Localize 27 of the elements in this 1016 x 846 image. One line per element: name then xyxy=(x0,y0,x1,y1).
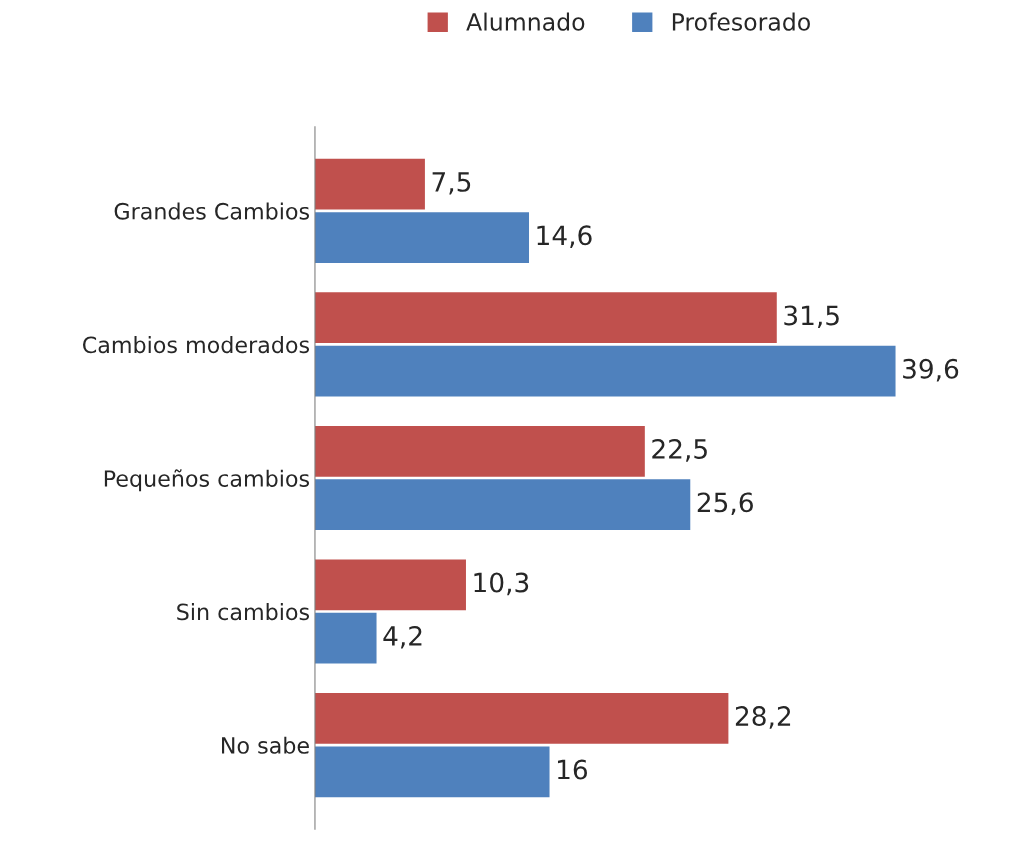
y-tick-label: Cambios moderados xyxy=(82,336,310,354)
data-label: 7,5 xyxy=(432,172,471,195)
bar xyxy=(314,292,777,344)
data-label: 22,5 xyxy=(652,438,707,462)
bar xyxy=(314,345,896,397)
bar xyxy=(314,479,691,531)
data-label: 39,6 xyxy=(903,358,959,382)
y-tick-label: Grandes Cambios xyxy=(114,202,310,220)
y-tick-label: Sin cambios xyxy=(177,603,310,621)
bar xyxy=(314,693,729,744)
legend-label: Alumnado xyxy=(466,12,585,31)
bar xyxy=(314,559,466,611)
data-label: 4,2 xyxy=(383,625,422,649)
bar xyxy=(314,212,530,263)
data-label: 31,5 xyxy=(784,305,839,329)
bar xyxy=(314,158,425,210)
data-label: 28,2 xyxy=(735,706,791,729)
bar xyxy=(314,746,550,798)
bar xyxy=(314,612,377,664)
legend-label: Profesorado xyxy=(672,12,810,31)
data-label: 14,6 xyxy=(537,225,592,248)
y-tick-label: No sabe xyxy=(222,736,309,754)
y-tick-label: Pequeños cambios xyxy=(104,469,310,492)
data-label: 16 xyxy=(557,759,588,780)
data-label: 10,3 xyxy=(474,572,529,596)
bar xyxy=(314,425,645,477)
data-label: 25,6 xyxy=(697,492,753,516)
